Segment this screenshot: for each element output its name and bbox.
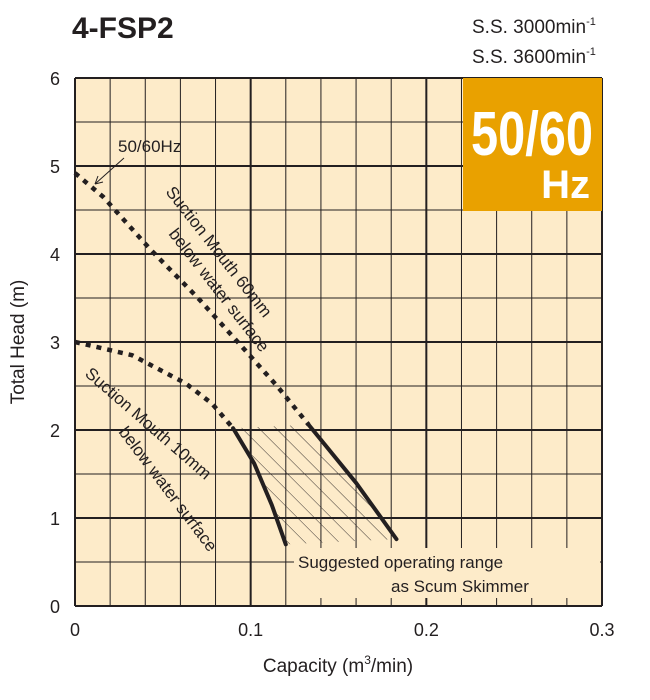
y-tick-label: 0 (50, 597, 60, 617)
chart-title: 4-FSP2 (72, 12, 174, 45)
speed-label-2: S.S. 3600min-1 (472, 46, 596, 68)
series-1-solid-curve (231, 426, 288, 547)
badge-sub-text: Hz (541, 163, 590, 207)
x-tick-label: 0 (70, 620, 80, 640)
y-tick-label: 2 (50, 421, 60, 441)
grid (74, 77, 603, 607)
x-tick-label: 0.1 (238, 620, 263, 640)
hz-arrow-head-icon (94, 175, 104, 185)
range-label-1: Suggested operating range (298, 553, 503, 572)
series-0-solid-curve (306, 422, 399, 542)
range-label-bg (294, 548, 600, 598)
frequency-badge (463, 78, 602, 211)
y-tick-label: 3 (50, 333, 60, 353)
operating-range-hatch (233, 424, 397, 545)
y-tick-label: 1 (50, 509, 60, 529)
x-tick-label: 0.2 (414, 620, 439, 640)
x-tick-label: 0.3 (589, 620, 614, 640)
speed-label-1: S.S. 3000min-1 (472, 16, 596, 38)
y-tick-label: 5 (50, 157, 60, 177)
curves (73, 171, 399, 547)
y-axis-label: Total Head (m) (8, 280, 29, 405)
axis-ticks: 0 0.1 0.2 0.3 0 1 2 3 4 5 6 (50, 69, 615, 640)
hz-annotation: 50/60Hz (118, 137, 181, 156)
y-tick-label: 4 (50, 245, 60, 265)
y-tick-label: 6 (50, 69, 60, 89)
series-0-dashed-curve (73, 171, 311, 427)
operating-range-area (233, 424, 397, 545)
badge-main-text: 50/60 (471, 100, 593, 169)
range-label-2: as Scum Skimmer (391, 577, 529, 596)
x-axis-label: Capacity (m3/min) (263, 653, 413, 677)
hz-arrow-line (94, 157, 125, 185)
